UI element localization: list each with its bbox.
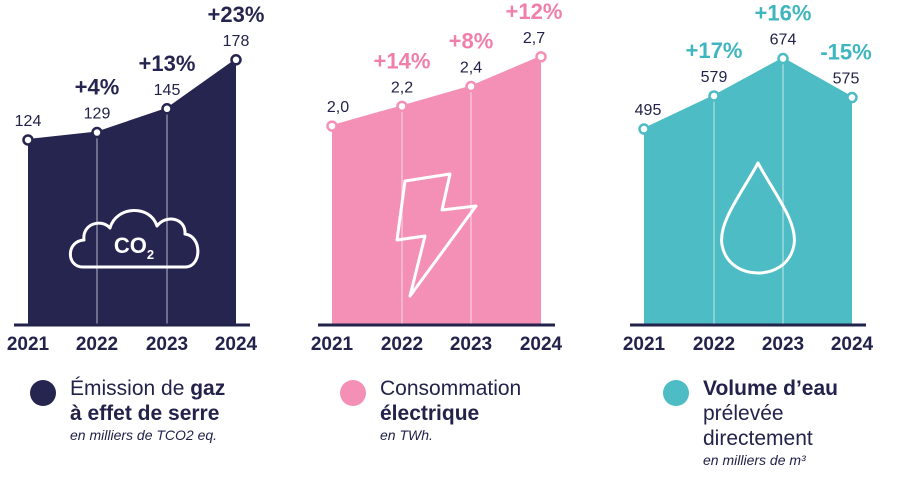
- x-tick-label: 2021: [623, 334, 666, 355]
- legend-line: directement: [703, 426, 906, 451]
- x-tick-label: 2024: [215, 334, 258, 355]
- legend-segment: électrique: [380, 402, 480, 425]
- series-line: [331, 55, 542, 128]
- value-label: 145: [154, 82, 181, 99]
- data-point: [396, 100, 408, 113]
- x-tick-label: 2021: [7, 334, 50, 355]
- value-label: 495: [635, 102, 662, 119]
- co2-subscript: 2: [147, 247, 154, 262]
- legend-line: électrique: [380, 401, 610, 426]
- x-tick-label: 2022: [76, 334, 118, 355]
- chart-0: 1242021129+4%2022145+13%2023178+23%2024C…: [7, 2, 265, 355]
- legend-line: Consommation: [380, 376, 610, 401]
- value-label: 2,0: [327, 99, 349, 116]
- change-label: +12%: [506, 0, 563, 24]
- x-tick-label: 2022: [693, 334, 735, 355]
- legend-text: Consommation électrique en TWh.: [380, 376, 610, 445]
- series-line: [27, 58, 237, 141]
- legend-dot: [663, 380, 689, 406]
- area-series: [332, 56, 541, 325]
- change-label: +4%: [75, 75, 120, 100]
- data-point: [22, 134, 34, 146]
- change-label: +23%: [208, 2, 265, 27]
- bolt-outline: [395, 172, 478, 298]
- series-line: [643, 57, 853, 130]
- legend-dot: [340, 380, 366, 406]
- value-label: 579: [701, 69, 728, 86]
- area-series: [644, 58, 852, 324]
- data-point: [708, 90, 720, 102]
- value-label: 575: [833, 71, 860, 88]
- chart-1: 2,0 2021 2,2 +14% 2022 2,4 +8% 2023 2,7 +12% 2024: [311, 0, 563, 355]
- drop-outline: [720, 161, 796, 275]
- legend-segment: prélevée: [703, 402, 784, 425]
- legend-unit: en milliers de m³: [703, 452, 806, 468]
- data-point: [777, 52, 789, 65]
- legend-unit: en milliers de TCO2 eq.: [70, 427, 218, 443]
- x-tick-label: 2022: [381, 334, 423, 355]
- x-tick-label: 2023: [146, 334, 188, 355]
- chart-2: 495 2021 579 +17% 2022 674 +16% 2023 575 -15% 2024: [623, 1, 874, 355]
- x-tick-label: 2021: [311, 334, 354, 355]
- data-point: [230, 54, 242, 66]
- value-label: 124: [15, 113, 42, 130]
- data-point: [846, 91, 858, 104]
- change-label: -15%: [820, 40, 871, 65]
- change-label: +13%: [139, 51, 196, 76]
- x-tick-label: 2023: [450, 334, 492, 355]
- legend-unit: en TWh.: [380, 427, 433, 443]
- change-label: +14%: [374, 48, 431, 73]
- legend-segment: à effet de serre: [70, 402, 220, 425]
- value-label: 2,2: [391, 79, 413, 96]
- legend-line: Émission de gaz: [70, 376, 300, 401]
- legend-segment: Émission de: [70, 377, 191, 400]
- data-point: [161, 103, 173, 115]
- change-label: +17%: [686, 38, 743, 63]
- legend-text: Volume d’eau prélevée directement en millie…: [703, 376, 906, 470]
- legend-line: à effet de serre: [70, 401, 300, 426]
- legend-text: Émission de gaz à effet de serre en millie…: [70, 376, 300, 445]
- x-tick-label: 2023: [762, 334, 804, 355]
- legend-segment: Volume d’eau: [703, 377, 838, 400]
- x-tick-label: 2024: [831, 334, 874, 355]
- value-label: 129: [84, 106, 111, 123]
- data-point: [326, 120, 338, 132]
- legend-line: Volume d’eau: [703, 376, 906, 401]
- legend-dot: [30, 380, 56, 406]
- value-label: 2,4: [460, 60, 482, 77]
- value-label: 178: [223, 33, 250, 50]
- data-point: [535, 51, 547, 63]
- data-point: [465, 80, 477, 93]
- water-drop-icon: [720, 161, 796, 275]
- change-label: +16%: [755, 1, 812, 26]
- value-label: 2,7: [523, 30, 545, 47]
- value-label: 674: [770, 32, 797, 49]
- legend-segment: directement: [703, 427, 813, 450]
- change-label: +8%: [449, 29, 494, 54]
- cloud-outline: [68, 209, 200, 269]
- x-tick-label: 2024: [520, 334, 563, 355]
- area-series: [28, 59, 236, 325]
- legend-line: prélevée: [703, 401, 906, 426]
- legend-segment: Consommation: [380, 377, 522, 400]
- lightning-icon: [395, 172, 478, 298]
- data-point: [638, 123, 650, 135]
- legend-segment: gaz: [190, 377, 226, 400]
- data-point: [91, 126, 103, 139]
